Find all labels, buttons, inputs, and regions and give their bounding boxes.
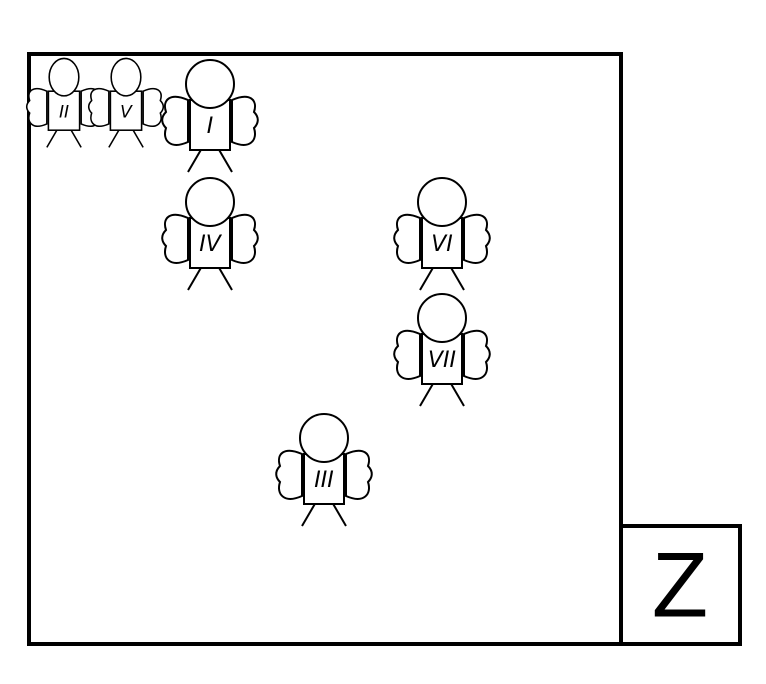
left-leg — [419, 381, 435, 407]
left-wing — [161, 213, 189, 264]
left-leg — [108, 128, 121, 148]
figure: VI — [393, 177, 491, 291]
left-leg — [419, 265, 435, 291]
left-wing — [25, 87, 48, 127]
right-leg — [131, 128, 144, 148]
head-circle — [185, 59, 235, 109]
left-leg — [46, 128, 59, 148]
figure-numeral: II — [59, 102, 69, 122]
side-box — [619, 524, 742, 646]
right-leg — [217, 265, 233, 291]
right-wing — [345, 449, 373, 500]
left-leg — [187, 265, 203, 291]
head-circle — [417, 177, 467, 227]
figure: III — [275, 413, 373, 527]
right-leg — [449, 265, 465, 291]
figure-numeral: I — [207, 114, 214, 139]
left-wing — [87, 87, 110, 127]
head-oval — [48, 57, 80, 97]
figure-numeral: V — [120, 102, 133, 122]
left-leg — [187, 147, 203, 173]
right-wing — [463, 329, 491, 380]
figure: I — [161, 59, 259, 173]
right-wing — [142, 87, 165, 127]
right-leg — [331, 501, 347, 527]
right-leg — [449, 381, 465, 407]
right-wing — [463, 213, 491, 264]
left-wing — [161, 95, 189, 146]
side-box-label: Z — [652, 534, 708, 636]
figure-numeral: VII — [428, 348, 456, 373]
right-leg — [217, 147, 233, 173]
figure-numeral: IV — [199, 232, 222, 257]
left-leg — [301, 501, 317, 527]
figure-numeral: VI — [431, 232, 453, 257]
left-wing — [275, 449, 303, 500]
main-room-box — [27, 52, 623, 646]
figure: V — [87, 57, 165, 148]
right-wing — [231, 95, 259, 146]
figure-numeral: III — [314, 468, 333, 493]
head-circle — [299, 413, 349, 463]
head-circle — [185, 177, 235, 227]
figure: VII — [393, 293, 491, 407]
head-oval — [110, 57, 142, 97]
head-circle — [417, 293, 467, 343]
right-wing — [231, 213, 259, 264]
left-wing — [393, 329, 421, 380]
figure: IV — [161, 177, 259, 291]
right-leg — [69, 128, 82, 148]
left-wing — [393, 213, 421, 264]
